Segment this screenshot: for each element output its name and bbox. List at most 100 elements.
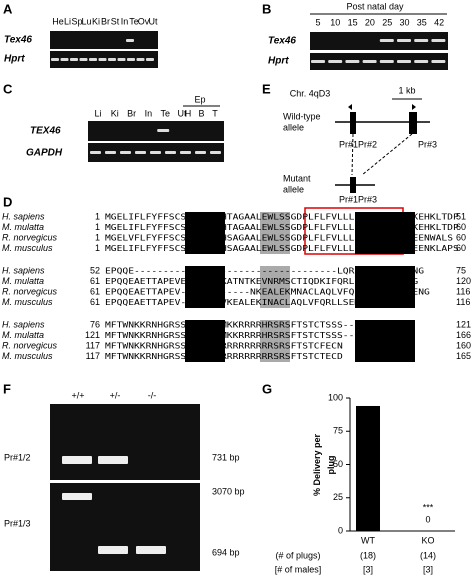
lane-label: 15 (348, 17, 358, 27)
y-tick-label: 25 (333, 492, 343, 502)
lane-label: Br (101, 16, 110, 26)
arrow (348, 104, 416, 110)
label: Pr#1/2 (4, 452, 31, 462)
band (108, 58, 116, 61)
band (89, 58, 97, 61)
lane-label: St (111, 16, 120, 26)
label: Hprt (268, 56, 289, 67)
species: M. musculus (2, 243, 53, 253)
lane-label: B (198, 108, 204, 118)
lane-label: Lu (81, 16, 91, 26)
band (98, 456, 128, 464)
label: Pr#1/3 (4, 518, 31, 528)
sequence: MGELIFLFYFFSCSGLLASGHTAGAALEWLSSGDPLFLFV… (105, 223, 459, 232)
gel (310, 32, 448, 50)
lane-label: Ut (178, 108, 187, 118)
band (180, 151, 191, 154)
band (311, 60, 325, 63)
sequence: EPQQEAETTAPEV--HP--------NKEALEKMNACLAQL… (105, 288, 430, 297)
species: M. mulatta (2, 330, 44, 340)
position: 61 (90, 276, 100, 286)
sequence: EPQQEAETTAPEV--HFNN-VKEALEKINACLAQLVFQRL… (105, 298, 401, 307)
lane-label: Te (129, 16, 139, 26)
species: R. norvegicus (2, 232, 58, 242)
band (210, 151, 221, 154)
y-axis-label-line: % Delivery per (312, 433, 322, 496)
position: 166 (456, 330, 471, 340)
band (379, 60, 394, 63)
band (397, 60, 411, 63)
sequence: MGELVFLFYFFSCSGLLASGHSAGAALEWLSSGDPLFLFV… (105, 234, 453, 243)
band (98, 58, 107, 61)
sequence: MFTWNKKRNHGRSSRHRNFSRRRRRRRRRSRSFTSTCFEC… (105, 342, 343, 351)
label: Chr. 4qD3 (290, 88, 331, 98)
label: Pr#3 (418, 139, 437, 149)
band (51, 58, 59, 61)
x-tick-label: WT (361, 535, 375, 545)
sequence: MFTWNKKRNHGRSSRHRNFSRRRRRRRRRSRSFTSTCTEC… (105, 352, 343, 361)
band (105, 151, 116, 154)
label: (# of plugs) (275, 550, 320, 560)
lane-label: Te (160, 108, 170, 118)
label: E (262, 81, 271, 96)
x-tick-label: KO (421, 535, 434, 545)
lane-label: 25 (382, 17, 392, 27)
gel (50, 404, 200, 480)
lane-label: +/+ (71, 390, 84, 400)
position: 60 (456, 222, 466, 232)
lane-label: Ut (149, 16, 158, 26)
band (362, 60, 377, 63)
position: 165 (456, 351, 471, 361)
species: M. musculus (2, 297, 53, 307)
y-tick-label: 75 (333, 426, 343, 436)
label: [3] (423, 564, 433, 574)
position: 120 (456, 276, 471, 286)
sequence: EPQQE-----------------------------------… (105, 267, 424, 276)
data-label: 0 (425, 514, 430, 524)
lane-label: Br (127, 108, 136, 118)
position: 121 (85, 330, 100, 340)
shade (185, 212, 225, 254)
label: Wild-type (283, 111, 321, 121)
band (157, 129, 170, 132)
label: D (3, 194, 12, 209)
lane-label: 10 (330, 17, 340, 27)
lane-label: He (52, 16, 64, 26)
lane-label: Sp (71, 16, 82, 26)
gel (310, 53, 448, 70)
band (62, 456, 92, 464)
species: H. sapiens (2, 211, 45, 221)
position: 1 (95, 222, 100, 232)
position: 61 (90, 297, 100, 307)
label: Pr#3 (358, 194, 377, 204)
band (146, 58, 154, 61)
shade (185, 320, 225, 362)
position: 75 (456, 265, 466, 275)
shade (260, 266, 290, 308)
lane-label: Ki (111, 108, 119, 118)
species: R. norvegicus (2, 340, 58, 350)
band (414, 39, 429, 42)
label: GAPDH (26, 148, 63, 159)
y-tick-label: 100 (328, 392, 343, 402)
label: (14) (420, 550, 436, 560)
bar (356, 405, 380, 531)
band (127, 58, 135, 61)
y-axis-label: % Delivery per plug (312, 433, 336, 496)
annotation: *** (423, 502, 434, 512)
shade (355, 266, 415, 308)
label: Tex46 (4, 35, 32, 46)
position: 160 (456, 340, 471, 350)
lane-label: In (145, 108, 153, 118)
lane-label: -/- (148, 390, 157, 400)
label: [3] (363, 564, 373, 574)
species: M. musculus (2, 351, 53, 361)
species: H. sapiens (2, 265, 45, 275)
label: [# of males] (275, 564, 322, 574)
lane-label: 20 (365, 17, 375, 27)
label: B (262, 1, 271, 16)
band (60, 58, 69, 61)
band (165, 151, 176, 154)
band (379, 39, 394, 42)
